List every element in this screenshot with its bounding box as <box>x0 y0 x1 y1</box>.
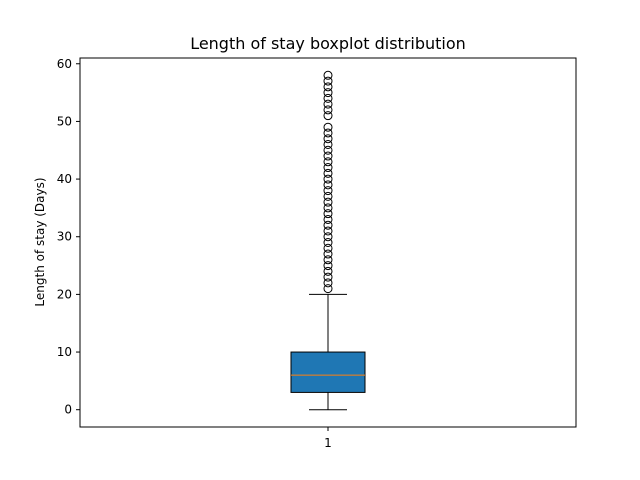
outlier-point <box>323 249 333 259</box>
outlier-point <box>323 145 333 155</box>
outlier-point <box>323 99 333 109</box>
outlier-point <box>323 266 333 276</box>
interquartile-box <box>290 351 366 393</box>
outlier-point <box>323 191 333 201</box>
x-axis: 1 <box>324 427 332 450</box>
y-tick-label: 60 <box>57 57 72 71</box>
y-tick-label: 30 <box>57 230 72 244</box>
outlier-point <box>323 128 333 138</box>
x-tick-label: 1 <box>324 436 332 450</box>
outlier-point <box>323 197 333 207</box>
outlier-point <box>323 284 333 294</box>
outlier-point <box>323 238 333 247</box>
outlier-point <box>323 220 333 230</box>
outlier-point <box>323 163 333 173</box>
outlier-point <box>323 278 333 288</box>
outlier-point <box>323 70 333 80</box>
outlier-point <box>323 255 333 265</box>
outlier-point <box>323 111 333 121</box>
y-tick-label: 10 <box>57 345 72 359</box>
outlier-point <box>323 174 333 184</box>
outlier-point <box>323 139 333 149</box>
outlier-point <box>323 209 333 219</box>
outlier-point <box>323 168 333 178</box>
outlier-point <box>323 226 333 236</box>
outlier-point <box>323 214 333 224</box>
outlier-point <box>323 272 333 282</box>
outlier-point <box>323 180 333 190</box>
outlier-point <box>323 186 333 196</box>
plot-frame <box>79 57 577 428</box>
outlier-point <box>323 151 333 161</box>
outlier-point <box>323 93 333 103</box>
chart-title: Length of stay boxplot distribution <box>190 34 466 53</box>
outlier-point <box>323 243 333 253</box>
outlier-point <box>323 82 333 92</box>
outlier-point <box>323 203 333 213</box>
outlier-point <box>323 157 333 167</box>
y-tick-label: 50 <box>57 114 72 128</box>
outlier-point <box>323 88 333 98</box>
outlier-point <box>323 134 333 144</box>
outlier-point <box>323 261 333 271</box>
y-axis-label: Length of stay (Days) <box>33 177 47 306</box>
y-tick-label: 40 <box>57 172 72 186</box>
outlier-point <box>323 105 333 115</box>
boxplot-series <box>290 70 366 411</box>
outlier-point <box>323 122 333 132</box>
y-tick-label: 0 <box>64 403 72 417</box>
y-axis: 0 10 20 30 40 50 60 <box>57 57 80 417</box>
outlier-point <box>323 232 333 242</box>
outlier-point <box>323 76 333 86</box>
y-tick-label: 20 <box>57 287 72 301</box>
